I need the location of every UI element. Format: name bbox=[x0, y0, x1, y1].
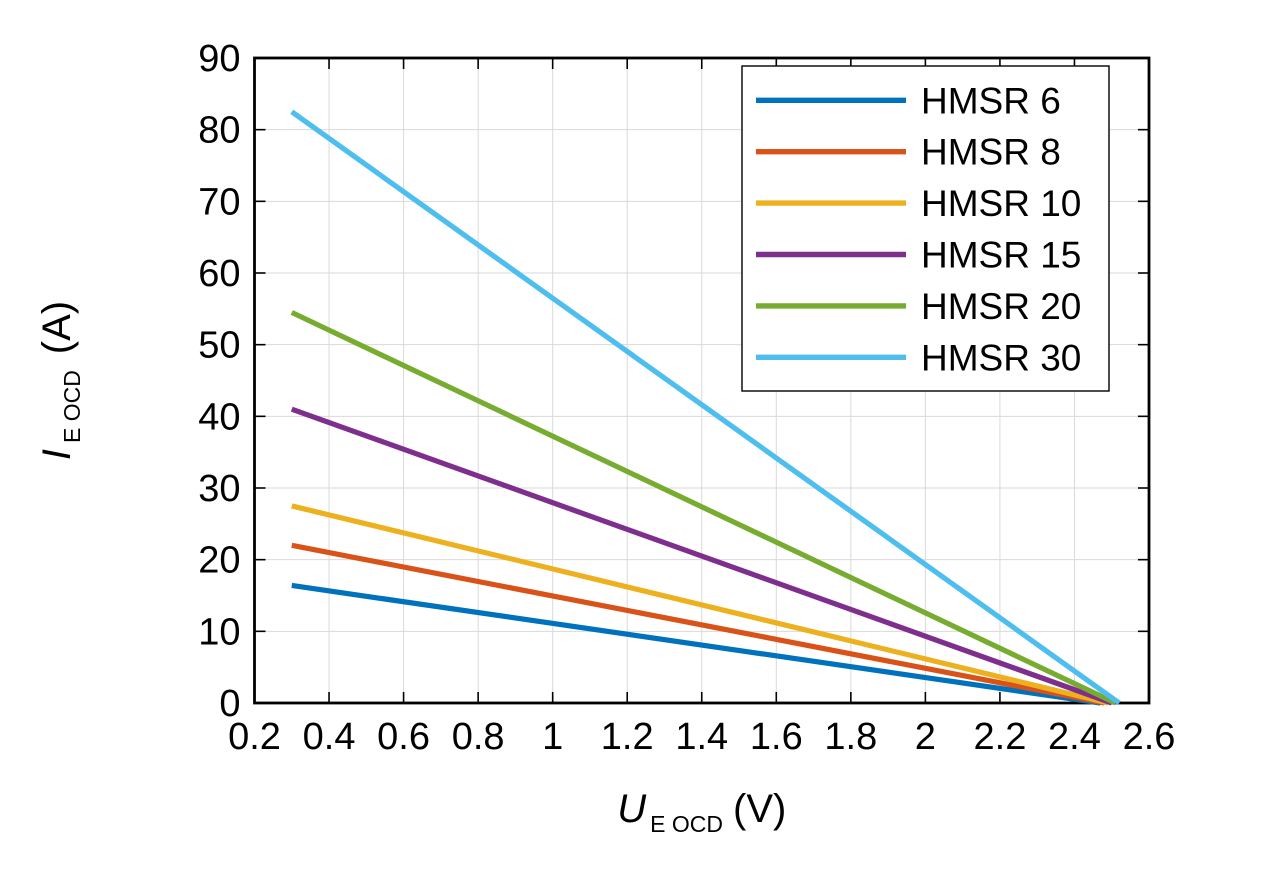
svg-text:30: 30 bbox=[198, 468, 240, 510]
svg-text:UE OCD(V): UE OCD (V) bbox=[617, 787, 786, 837]
svg-text:HMSR 15: HMSR 15 bbox=[921, 235, 1081, 276]
svg-text:HMSR 10: HMSR 10 bbox=[921, 183, 1081, 224]
svg-text:0.4: 0.4 bbox=[303, 716, 356, 758]
svg-text:HMSR 20: HMSR 20 bbox=[921, 286, 1081, 327]
svg-text:1.8: 1.8 bbox=[824, 716, 877, 758]
svg-text:HMSR 8: HMSR 8 bbox=[921, 132, 1061, 173]
svg-text:20: 20 bbox=[198, 540, 240, 582]
svg-text:HMSR 30: HMSR 30 bbox=[921, 337, 1081, 378]
svg-text:0.6: 0.6 bbox=[377, 716, 430, 758]
svg-text:1.4: 1.4 bbox=[675, 716, 728, 758]
svg-text:0.8: 0.8 bbox=[452, 716, 505, 758]
svg-text:1.6: 1.6 bbox=[750, 716, 803, 758]
svg-text:50: 50 bbox=[198, 325, 240, 367]
svg-text:90: 90 bbox=[198, 38, 240, 80]
svg-text:10: 10 bbox=[198, 611, 240, 653]
svg-text:40: 40 bbox=[198, 396, 240, 438]
svg-text:2.6: 2.6 bbox=[1123, 716, 1176, 758]
svg-text:1.2: 1.2 bbox=[601, 716, 654, 758]
svg-text:70: 70 bbox=[198, 181, 240, 223]
svg-text:0: 0 bbox=[219, 683, 240, 725]
svg-text:80: 80 bbox=[198, 110, 240, 152]
svg-text:60: 60 bbox=[198, 253, 240, 295]
svg-text:2.4: 2.4 bbox=[1048, 716, 1101, 758]
svg-text:HMSR 6: HMSR 6 bbox=[921, 80, 1061, 121]
svg-text:2.2: 2.2 bbox=[974, 716, 1027, 758]
svg-text:IE OCD(A): IE OCD(A) bbox=[35, 301, 85, 460]
svg-text:1: 1 bbox=[542, 716, 563, 758]
svg-text:2: 2 bbox=[915, 716, 936, 758]
